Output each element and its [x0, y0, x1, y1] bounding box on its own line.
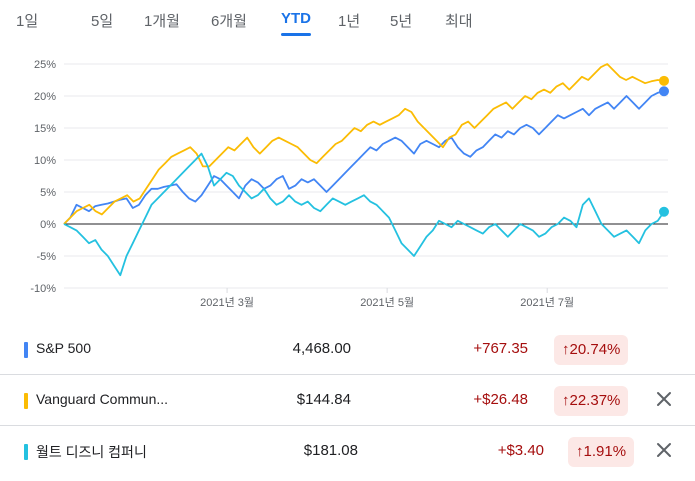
- series-color-swatch: [24, 393, 28, 409]
- tab-5y[interactable]: 5년: [390, 10, 412, 36]
- tab-label: 1년: [338, 13, 361, 30]
- y-tick-label: 10%: [34, 155, 56, 167]
- remove-comparison-button[interactable]: [652, 387, 676, 411]
- close-icon: [657, 392, 671, 406]
- tab-label: YTD: [281, 10, 311, 27]
- percent-change-badge: ↑20.74%: [554, 335, 629, 365]
- series-color-swatch: [24, 444, 28, 460]
- x-tick-label: 2021년 7월: [520, 296, 574, 309]
- security-price: $144.84: [296, 391, 351, 408]
- tab-1d[interactable]: 1일: [16, 10, 38, 36]
- arrow-up-icon: ↑: [562, 341, 570, 358]
- close-icon: [657, 443, 671, 457]
- tab-5d[interactable]: 5일: [91, 10, 113, 36]
- comparison-row-sp500[interactable]: S&P 500 4,468.00 +767.35 ↑20.74%: [0, 324, 695, 375]
- percent-value: 1.91%: [583, 443, 627, 460]
- series-line-0: [63, 90, 665, 225]
- security-price: $181.08: [303, 442, 358, 459]
- y-tick-label: 15%: [34, 123, 56, 135]
- series-endpoint-0: [659, 86, 669, 97]
- security-name: Vanguard Commun...: [36, 391, 169, 407]
- security-change: +$3.40: [497, 442, 544, 459]
- series-line-2: [63, 152, 665, 277]
- tab-max[interactable]: 최대: [445, 10, 473, 36]
- tab-label: 1일: [16, 13, 39, 30]
- y-tick-label: 20%: [34, 91, 56, 103]
- comparison-row-disney[interactable]: 월트 디즈니 컴퍼니 $181.08 +$3.40 ↑1.91%: [0, 426, 695, 476]
- tab-label: 최대: [445, 13, 473, 30]
- series-line-1: [63, 63, 665, 225]
- comparison-chart[interactable]: 25% 20% 15% 10% 5% 0% -5% -10% 2021년 3월 2021년 5월 2…: [0, 48, 695, 318]
- tab-label: 6개월: [211, 13, 247, 30]
- period-tabs: 1일 5일 1개월 6개월 YTD 1년 5년 최대: [0, 0, 695, 40]
- arrow-up-icon: ↑: [562, 392, 570, 409]
- comparison-row-vanguard[interactable]: Vanguard Commun... $144.84 +$26.48 ↑22.3…: [0, 375, 695, 426]
- y-tick-label: 0%: [40, 219, 56, 231]
- tab-label: 5일: [91, 13, 114, 30]
- comparison-list: S&P 500 4,468.00 +767.35 ↑20.74% Vanguar…: [0, 324, 695, 476]
- tab-1y[interactable]: 1년: [338, 10, 360, 36]
- percent-value: 22.37%: [569, 392, 621, 409]
- chart-svg: 25% 20% 15% 10% 5% 0% -5% -10% 2021년 3월 2021년 5월 2…: [30, 59, 669, 309]
- security-name: 월트 디즈니 컴퍼니: [36, 444, 147, 460]
- series-endpoint-2: [659, 206, 669, 217]
- percent-change-badge: ↑22.37%: [554, 386, 629, 416]
- security-name: S&P 500: [36, 340, 92, 356]
- y-tick-label: 5%: [40, 187, 56, 199]
- active-tab-indicator: [281, 33, 311, 36]
- tab-1m[interactable]: 1개월: [144, 10, 180, 36]
- percent-value: 20.74%: [569, 341, 621, 358]
- y-tick-label: -10%: [30, 283, 56, 295]
- tab-label: 1개월: [144, 13, 180, 30]
- tab-label: 5년: [390, 13, 413, 30]
- x-tick-label: 2021년 3월: [200, 296, 254, 309]
- percent-change-badge: ↑1.91%: [568, 437, 635, 467]
- y-tick-label: 25%: [34, 59, 56, 71]
- tab-ytd[interactable]: YTD: [281, 10, 311, 36]
- tab-6m[interactable]: 6개월: [211, 10, 247, 36]
- remove-comparison-button[interactable]: [652, 438, 676, 462]
- x-tick-label: 2021년 5월: [360, 296, 414, 309]
- security-price: 4,468.00: [292, 340, 351, 357]
- series-endpoint-1: [659, 75, 669, 86]
- y-tick-label: -5%: [36, 251, 56, 263]
- security-change: +767.35: [473, 340, 528, 357]
- security-change: +$26.48: [473, 391, 528, 408]
- arrow-up-icon: ↑: [576, 443, 584, 460]
- series-color-swatch: [24, 342, 28, 358]
